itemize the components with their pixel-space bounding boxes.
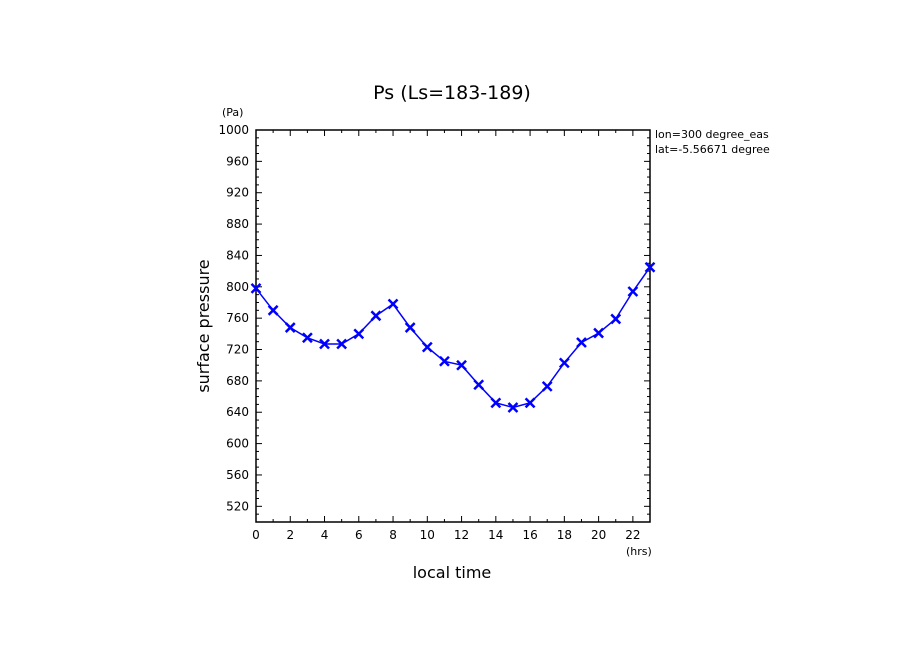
marker-stroke [353, 328, 365, 340]
x-tick-label: 20 [591, 528, 606, 542]
x-tick-label: 6 [355, 528, 363, 542]
annotation-lat: lat=-5.56671 degree [655, 143, 770, 156]
data-point-marker [319, 338, 330, 350]
marker-stroke [456, 359, 467, 371]
x-tick-label: 22 [625, 528, 640, 542]
x-tick-label: 2 [286, 528, 294, 542]
y-tick-label: 520 [226, 499, 249, 513]
y-tick-label: 960 [226, 154, 249, 168]
marker-stroke [627, 286, 639, 297]
marker-stroke [593, 327, 604, 339]
x-tick-label: 14 [488, 528, 503, 542]
marker-stroke [610, 313, 622, 325]
series-line [255, 266, 651, 409]
data-point-marker [473, 379, 485, 391]
marker-stroke [387, 298, 399, 310]
marker-stroke [490, 397, 502, 409]
marker-stroke [576, 337, 587, 348]
marker-stroke [507, 402, 519, 413]
y-tick-label: 840 [226, 248, 249, 262]
marker-stroke [558, 357, 570, 369]
data-point-marker [353, 328, 365, 340]
data-point-marker [439, 355, 450, 367]
data-series [250, 261, 656, 413]
marker-stroke [404, 322, 416, 333]
marker-stroke [284, 322, 296, 333]
y-tick-label: 600 [226, 437, 249, 451]
data-point-marker [576, 337, 587, 348]
marker-stroke [421, 341, 433, 353]
y-unit-label: (Pa) [222, 106, 243, 119]
x-tick-label: 10 [420, 528, 435, 542]
annotation-lon: lon=300 degree_eas [655, 128, 769, 141]
y-axis-label: surface pressure [194, 259, 213, 392]
y-tick-label: 640 [226, 405, 249, 419]
data-point-marker [387, 298, 399, 310]
data-point-marker [490, 397, 502, 409]
data-point-marker [456, 359, 467, 371]
y-tick-label: 800 [226, 280, 249, 294]
y-tick-label: 760 [226, 311, 249, 325]
marker-stroke [439, 355, 450, 367]
marker-stroke [524, 397, 536, 409]
data-point-marker [524, 397, 536, 409]
x-tick-label: 18 [557, 528, 572, 542]
x-tick-label: 12 [454, 528, 469, 542]
y-tick-label: 880 [226, 217, 249, 231]
plot-frame [255, 129, 651, 523]
axes: 0 2 4 6 8 10 12 14 16 18 20 22 520 560 600 640 680 720 760… [218, 123, 651, 542]
marker-stroke [370, 310, 382, 322]
x-tick-label: 0 [252, 528, 260, 542]
marker-stroke [644, 261, 656, 273]
marker-stroke [267, 304, 279, 316]
y-tick-label: 1000 [218, 123, 249, 137]
marker-stroke [336, 338, 348, 350]
marker-stroke [319, 338, 330, 350]
data-point-marker [627, 286, 639, 297]
x-tick-label: 4 [321, 528, 329, 542]
data-point-marker [541, 380, 553, 392]
data-point-marker [336, 338, 348, 350]
marker-stroke [541, 380, 553, 392]
y-tick-label: 920 [226, 186, 249, 200]
x-tick-label: 8 [389, 528, 397, 542]
data-point-marker [610, 313, 622, 325]
data-point-marker [558, 357, 570, 369]
y-tick-label: 680 [226, 374, 249, 388]
data-point-marker [421, 341, 433, 353]
marker-stroke [250, 282, 262, 294]
x-axis-label: local time [413, 563, 492, 582]
chart-title: Ps (Ls=183-189) [373, 82, 531, 104]
data-point-marker [370, 310, 382, 322]
marker-stroke [302, 332, 313, 344]
data-point-marker [250, 282, 262, 294]
data-point-marker [507, 402, 519, 413]
data-point-marker [267, 304, 279, 316]
data-point-marker [284, 322, 296, 333]
y-tick-label: 560 [226, 468, 249, 482]
x-tick-label: 16 [522, 528, 537, 542]
data-point-marker [644, 261, 656, 273]
x-unit-label: (hrs) [626, 545, 652, 558]
marker-stroke [473, 379, 485, 391]
data-point-marker [404, 322, 416, 333]
y-tick-label: 720 [226, 343, 249, 357]
data-point-marker [302, 332, 313, 344]
data-point-marker [593, 327, 604, 339]
